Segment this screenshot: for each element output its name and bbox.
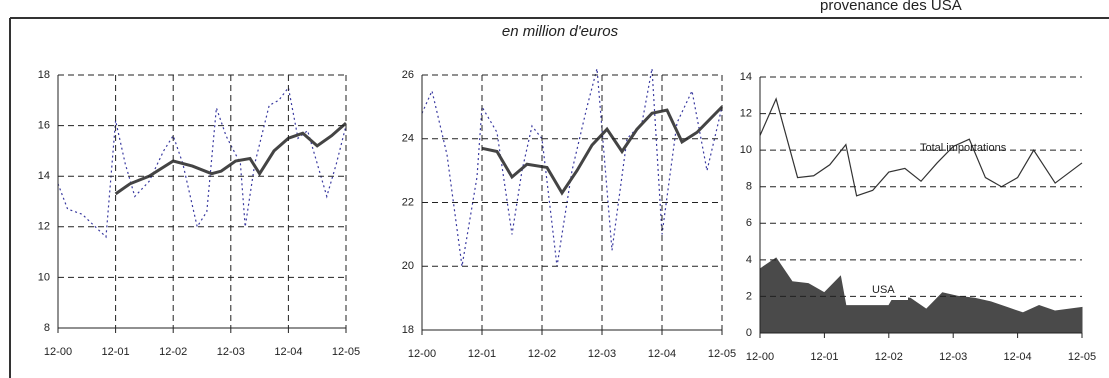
- line: [421, 68, 723, 267]
- y-tick-label: 8: [746, 181, 752, 193]
- page-title: provenance des USA: [820, 0, 962, 14]
- y-tick-label: 8: [44, 322, 50, 334]
- series-label: Total importations: [920, 142, 1007, 154]
- y-tick-label: 10: [740, 144, 752, 156]
- y-tick-label: 22: [402, 196, 414, 208]
- y-tick-label: 18: [38, 69, 50, 81]
- y-tick-label: 4: [746, 254, 752, 266]
- line: [481, 105, 724, 196]
- x-tick-label: 12-02: [528, 348, 556, 360]
- x-tick-label: 12-01: [810, 351, 838, 363]
- label-bg: [866, 280, 908, 300]
- x-tick-label: 12-02: [159, 346, 187, 358]
- y-tick-label: 6: [746, 217, 752, 229]
- line: [759, 97, 1083, 197]
- x-tick-label: 12-05: [708, 348, 736, 360]
- x-tick-label: 12-03: [217, 346, 245, 358]
- x-tick-label: 12-04: [274, 346, 302, 358]
- y-tick-label: 0: [746, 327, 752, 339]
- line: [114, 121, 347, 196]
- subtitle: en million d'euros: [502, 23, 619, 40]
- x-tick-label: 12-00: [408, 348, 436, 360]
- y-tick-label: 10: [38, 271, 50, 283]
- x-tick-label: 12-00: [44, 346, 72, 358]
- y-tick-label: 2: [746, 290, 752, 302]
- line: [57, 86, 347, 239]
- area: [759, 257, 1083, 334]
- x-tick-label: 12-05: [332, 346, 360, 358]
- y-tick-label: 24: [402, 133, 414, 145]
- y-tick-label: 14: [38, 170, 50, 182]
- x-tick-label: 12-05: [1068, 351, 1096, 363]
- x-tick-label: 12-03: [939, 351, 967, 363]
- y-tick-label: 14: [740, 71, 752, 83]
- x-tick-label: 12-02: [875, 351, 903, 363]
- y-tick-label: 18: [402, 324, 414, 336]
- x-tick-label: 12-01: [468, 348, 496, 360]
- x-tick-label: 12-04: [648, 348, 676, 360]
- series-label: USA: [872, 284, 895, 296]
- y-tick-label: 16: [38, 120, 50, 132]
- x-tick-label: 12-01: [102, 346, 130, 358]
- y-tick-label: 20: [402, 260, 414, 272]
- y-tick-label: 12: [740, 107, 752, 119]
- y-tick-label: 26: [402, 69, 414, 81]
- y-tick-label: 12: [38, 221, 50, 233]
- x-tick-label: 12-04: [1004, 351, 1032, 363]
- x-tick-label: 12-03: [588, 348, 616, 360]
- x-tick-label: 12-00: [746, 351, 774, 363]
